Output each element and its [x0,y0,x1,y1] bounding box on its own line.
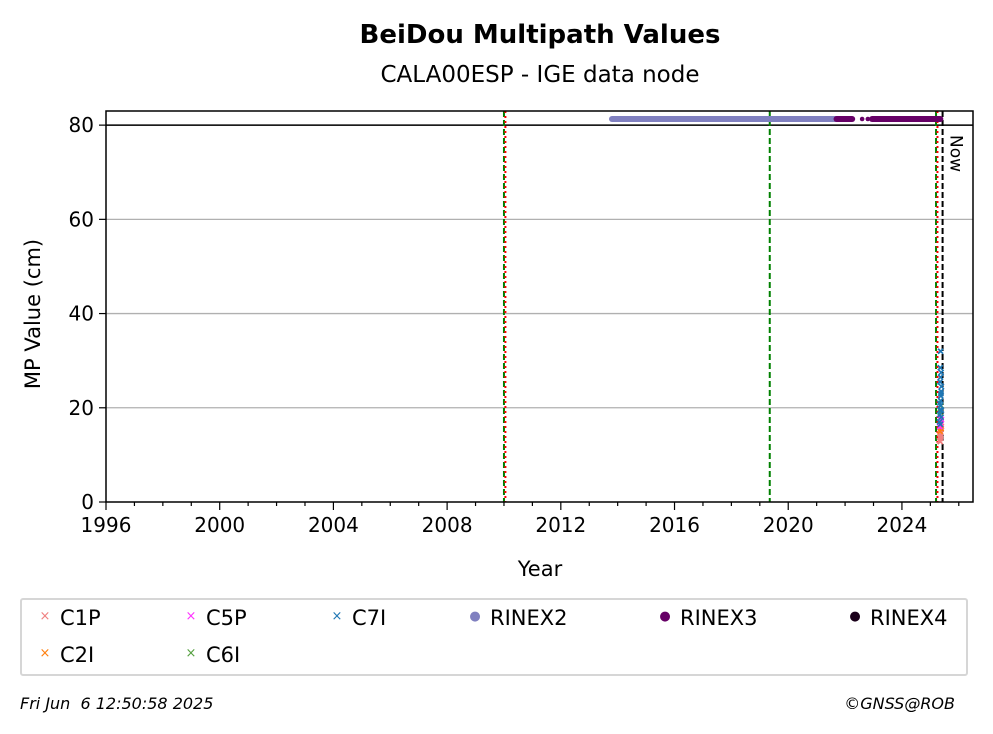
series-c7i-point-12 [937,390,944,397]
chart: BeiDou Multipath Values CALA00ESP - IGE … [21,20,974,581]
legend-item-rinex4: ● RINEX4 [846,606,948,631]
chart-subtitle: CALA00ESP - IGE data node [380,62,699,88]
y-tick-label-80: 80 [69,113,94,137]
plot-area: Now 1996 2000 2004 2008 2012 2016 2020 2024 0 20 40… [69,110,974,537]
legend-marker-rinex2: ● [469,609,481,624]
series-c7i-point-11 [937,364,944,371]
legend-label-c2i: C2I [60,643,95,667]
legend-label-c6i: C6I [206,643,241,667]
legend-label-rinex4: RINEX4 [870,606,948,630]
x-tick-label-1996: 1996 [81,513,132,537]
legend-item-c1p: × C1P [36,606,101,631]
chart-title: BeiDou Multipath Values [360,20,721,50]
y-tick-label-40: 40 [69,302,94,326]
y-tick-label-20: 20 [69,396,94,420]
series-c7i-point-9 [937,374,944,381]
series-c1p-point-8 [937,438,944,445]
series-rinex3-point-1 [865,116,871,122]
legend-label-c5p: C5P [206,606,247,630]
legend-label-c7i: C7I [352,606,387,630]
series-c7i-point-7 [938,383,945,390]
legend-marker-c6i: × [185,646,197,661]
x-tick-label-2024: 2024 [876,513,927,537]
legend-label-rinex3: RINEX3 [680,606,758,630]
series-rinex3-point-0 [859,116,865,122]
legend-label-rinex2: RINEX2 [490,606,568,630]
y-tick-label-60: 60 [69,207,94,231]
legend-marker-rinex3: ● [659,609,671,624]
now-label: Now [946,135,966,172]
x-tick-label-2008: 2008 [422,513,473,537]
legend-marker-c1p: × [39,609,51,624]
y-axis-label: MP Value (cm) [21,239,45,389]
legend-marker-c5p: × [185,609,197,624]
legend-item-c7i: × C7I [328,606,387,631]
legend-item-c2i: × C2I [36,643,95,668]
legend: × C1P × C5P × C7I ● RINEX2 ● RINEX3 ● RINEX4 ×… [20,598,968,676]
x-tick-label-2000: 2000 [194,513,245,537]
legend-marker-rinex4: ● [849,609,861,624]
series-c7i-point-16 [938,414,945,421]
series-c7i-point-8 [936,378,944,385]
series-c7i-point-10 [938,369,945,376]
legend-item-c6i: × C6I [182,643,241,668]
footer-credit: ©GNSS@ROB [844,694,955,713]
x-tick-label-2016: 2016 [649,513,700,537]
legend-label-c1p: C1P [60,606,101,630]
axes-frame [105,110,974,503]
series-c7i-point-15 [937,348,944,355]
x-tick-label-2020: 2020 [763,513,814,537]
legend-marker-c2i: × [39,646,51,661]
x-tick-label-2012: 2012 [535,513,586,537]
legend-item-rinex3: ● RINEX3 [656,606,758,631]
y-tick-label-0: 0 [81,490,94,514]
legend-marker-c7i: × [331,609,343,624]
series-c7i-point-13 [936,400,943,407]
series-c7i-point-17 [937,421,944,428]
x-tick-label-2004: 2004 [308,513,359,537]
series-c7i-point-14 [938,407,945,414]
legend-item-c5p: × C5P [182,606,247,631]
x-axis-label: Year [517,557,563,581]
footer-timestamp: Fri Jun 6 12:50:58 2025 [20,694,214,713]
legend-item-rinex2: ● RINEX2 [466,606,568,631]
